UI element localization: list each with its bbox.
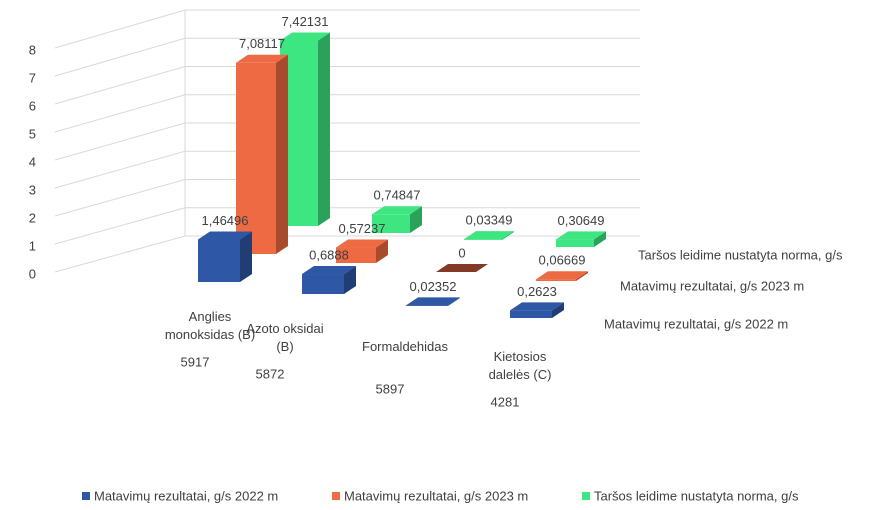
data-label: 1,46496 bbox=[202, 213, 249, 228]
depth-label: Matavimų rezultatai, g/s 2023 m bbox=[620, 278, 804, 293]
bar-top bbox=[236, 54, 288, 63]
bar-top bbox=[510, 302, 564, 311]
y-tick-label: 0 bbox=[29, 266, 36, 281]
bar-side bbox=[318, 32, 330, 226]
category-code: 5897 bbox=[376, 381, 405, 396]
bar bbox=[464, 239, 502, 240]
bar-side bbox=[344, 266, 356, 294]
bar-side bbox=[594, 231, 606, 247]
grid-line bbox=[54, 122, 640, 161]
category-code: 5872 bbox=[256, 366, 285, 381]
bar-top bbox=[302, 266, 356, 275]
data-label: 7,42131 bbox=[282, 14, 329, 29]
data-label: 0,03349 bbox=[466, 213, 513, 228]
bar bbox=[406, 305, 448, 306]
bar-top bbox=[436, 264, 488, 272]
bar-top bbox=[556, 231, 606, 240]
depth-label: Taršos leidime nustatyta norma, g/s bbox=[638, 247, 843, 262]
y-tick-label: 6 bbox=[29, 98, 36, 113]
x-tick-label: Anglies monoksidas (B) bbox=[165, 309, 255, 342]
bar bbox=[556, 239, 594, 247]
bar-side bbox=[552, 302, 564, 318]
y-tick-label: 7 bbox=[29, 70, 36, 85]
x-tick-label: Kietosios dalelės (C) bbox=[489, 349, 552, 382]
bar-top bbox=[464, 231, 514, 240]
label-line: dalelės (C) bbox=[489, 367, 552, 382]
bar bbox=[302, 274, 344, 294]
legend-label: Matavimų rezultatai, g/s 2022 m bbox=[94, 488, 278, 503]
depth-label: Matavimų rezultatai, g/s 2022 m bbox=[604, 316, 788, 331]
bar bbox=[198, 239, 240, 282]
y-tick-label: 1 bbox=[29, 238, 36, 253]
y-tick-label: 5 bbox=[29, 126, 36, 141]
y-tick-label: 4 bbox=[29, 154, 36, 169]
x-tick-label: Formaldehidas bbox=[362, 339, 448, 354]
bar-side bbox=[240, 231, 252, 282]
grid-line bbox=[54, 9, 640, 49]
grid-line bbox=[54, 66, 640, 105]
bar-side bbox=[502, 231, 514, 240]
bar-top bbox=[280, 32, 330, 41]
grid-line bbox=[54, 37, 640, 77]
bar-side bbox=[576, 271, 588, 281]
bar bbox=[536, 279, 576, 281]
y-tick-label: 2 bbox=[29, 210, 36, 225]
bar-top bbox=[336, 239, 388, 248]
grid-line bbox=[54, 179, 640, 217]
bar-side bbox=[276, 54, 288, 254]
legend-swatch bbox=[82, 492, 90, 500]
category-code: 4281 bbox=[491, 394, 520, 409]
label-line: monoksidas (B) bbox=[165, 327, 255, 342]
data-label: 0,57237 bbox=[339, 221, 386, 236]
label-line: Kietosios bbox=[494, 349, 547, 364]
data-label: 0,2623 bbox=[517, 284, 557, 299]
data-label: 0,06669 bbox=[539, 253, 586, 268]
bar-side bbox=[448, 297, 460, 306]
bar bbox=[236, 62, 276, 254]
grid-line bbox=[54, 150, 640, 189]
data-label: 0,74847 bbox=[374, 188, 421, 203]
y-tick-label: 3 bbox=[29, 182, 36, 197]
legend-label: Taršos leidime nustatyta norma, g/s bbox=[594, 488, 799, 503]
bar bbox=[336, 247, 376, 263]
bar-top bbox=[536, 271, 588, 280]
legend-swatch bbox=[332, 492, 340, 500]
data-label: 0,02352 bbox=[410, 279, 457, 294]
bar bbox=[510, 310, 552, 318]
label-line: Anglies bbox=[189, 309, 232, 324]
label-line: (B) bbox=[276, 339, 293, 354]
data-label: 7,08117 bbox=[239, 36, 285, 51]
legend-label: Matavimų rezultatai, g/s 2023 m bbox=[344, 488, 528, 503]
y-tick-label: 8 bbox=[29, 42, 36, 57]
data-label: 0,6888 bbox=[309, 247, 349, 262]
category-code: 5917 bbox=[181, 354, 210, 369]
grid-line bbox=[54, 94, 640, 133]
bar-side bbox=[376, 239, 388, 263]
bar-top bbox=[198, 231, 252, 240]
data-label: 0 bbox=[458, 245, 465, 260]
bar-top bbox=[372, 206, 422, 215]
bar-top bbox=[406, 297, 460, 306]
bar bbox=[372, 214, 410, 233]
data-label: 0,30649 bbox=[558, 213, 605, 228]
legend-swatch bbox=[582, 492, 590, 500]
label-line: Formaldehidas bbox=[362, 339, 448, 354]
bar-side bbox=[410, 206, 422, 233]
x-tick-label: Azoto oksidai (B) bbox=[246, 321, 323, 354]
label-line: Azoto oksidai bbox=[246, 321, 323, 336]
